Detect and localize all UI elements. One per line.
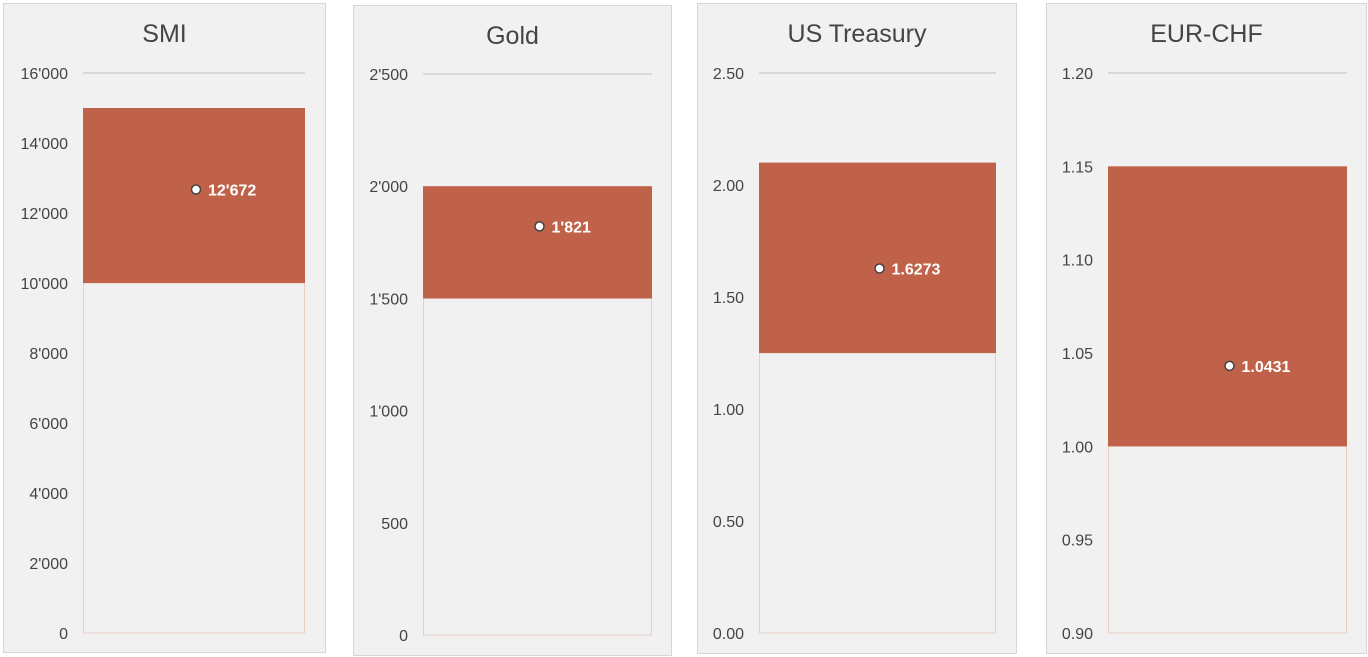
y-tick-label: 4'000 [29,486,68,503]
chart-panel-us-treasury: US Treasury 0.00 0.50 1.00 1.50 2.00 2.50 1.627… [697,3,1017,654]
y-tick-label: 0 [399,628,408,645]
range-bar [759,162,996,353]
y-tick-label: 0.00 [713,626,744,643]
range-bar [83,108,305,283]
y-tick-label: 1.00 [713,402,744,419]
y-tick-label: 2.00 [713,178,744,195]
range-bar [1108,166,1347,447]
y-tick-label: 1.05 [1062,346,1093,363]
y-tick-label: 16'000 [20,66,68,83]
y-tick-label: 0.95 [1062,533,1093,550]
marker-label: 12'672 [208,182,256,199]
y-tick-label: 1.10 [1062,253,1093,270]
marker-point [534,221,545,232]
y-tick-label: 1'000 [369,404,408,421]
chart-title: EUR-CHF [1150,20,1263,48]
y-tick-label: 14'000 [20,136,68,153]
y-tick-label: 12'000 [20,206,68,223]
y-tick-label: 1.15 [1062,159,1093,176]
chart-svg: 0 2'000 4'000 6'000 8'000 10'000 12'000 14'000 1… [20,66,305,643]
chart-panel-gold: Gold 0 500 1'000 1'500 2'000 2'500 1'821 [353,5,672,656]
y-tick-label: 0 [59,626,68,643]
y-tick-label: 6'000 [29,416,68,433]
marker-point [874,263,885,274]
marker-label: 1.0431 [1242,359,1291,376]
marker-point [190,184,202,195]
marker-point [1224,360,1235,372]
base-segment [83,282,305,634]
y-tick-label: 1.00 [1062,439,1093,456]
base-segment [759,352,996,634]
y-tick-label: 2'000 [369,179,408,196]
y-tick-label: 1.20 [1062,66,1093,83]
y-tick-label: 0.90 [1062,626,1093,643]
y-tick-label: 8'000 [29,346,68,363]
chart-svg: 0 500 1'000 1'500 2'000 2'500 1'821 [369,67,652,645]
range-bar [423,186,652,299]
chart-svg: 0.00 0.50 1.00 1.50 2.00 2.50 1.6273 [713,66,996,643]
chart-panel-eur-chf: EUR-CHF 0.90 0.95 1.00 1.05 1.10 1.15 1.20 1.043… [1046,3,1367,654]
chart-svg: 0.90 0.95 1.00 1.05 1.10 1.15 1.20 1.0431 [1062,66,1347,643]
y-tick-label: 0.50 [713,514,744,531]
base-segment [423,297,652,636]
y-tick-label: 1.50 [713,290,744,307]
chart-title: SMI [142,20,187,48]
y-tick-label: 10'000 [20,276,68,293]
marker-label: 1'821 [552,219,592,236]
chart-title: Gold [486,22,539,50]
y-tick-label: 2.50 [713,66,744,83]
marker-label: 1.6273 [892,261,941,278]
y-tick-label: 1'500 [369,291,408,308]
y-tick-label: 500 [381,516,408,533]
y-tick-label: 2'000 [29,556,68,573]
base-segment [1108,445,1347,634]
chart-title: US Treasury [787,20,927,48]
chart-panel-smi: SMI 0 2'000 4'000 6'000 8'000 10'000 12'000 14'0… [3,3,326,653]
y-tick-label: 2'500 [369,67,408,84]
